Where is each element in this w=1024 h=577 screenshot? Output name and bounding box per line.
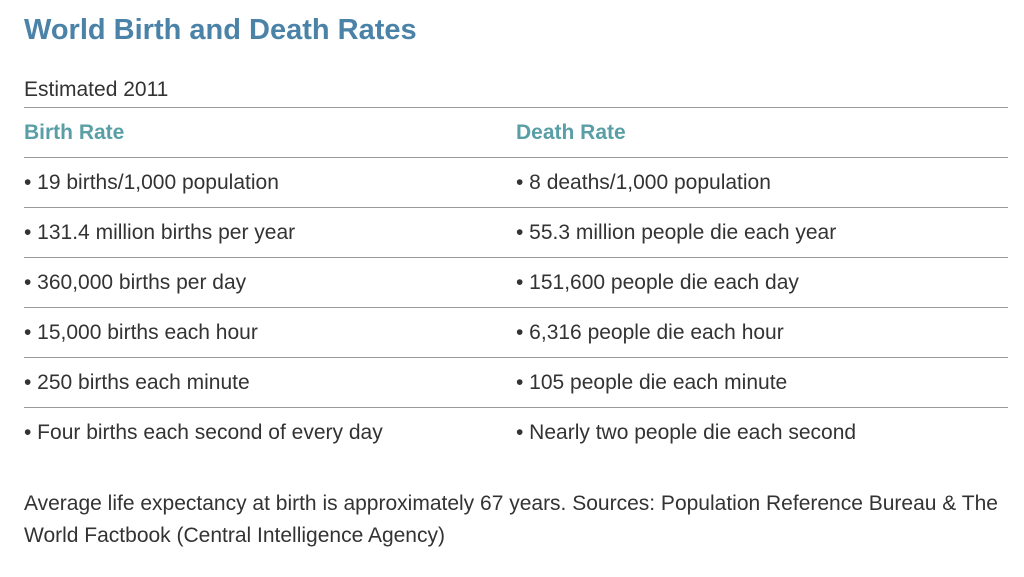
table-header-row: Birth Rate Death Rate: [24, 107, 1008, 158]
footnote: Average life expectancy at birth is appr…: [24, 492, 998, 547]
birth-rate-cell: • 131.4 million births per year: [24, 207, 516, 258]
birth-rate-cell: • 360,000 births per day: [24, 257, 516, 308]
death-rate-cell: • 6,316 people die each hour: [516, 307, 1008, 358]
birth-rate-cell: • Four births each second of every day: [24, 407, 516, 457]
death-rate-cell: • Nearly two people die each second: [516, 407, 1008, 457]
birth-rate-cell: • 15,000 births each hour: [24, 307, 516, 358]
table-row: • Four births each second of every day •…: [24, 407, 1008, 457]
birth-rate-cell: • 250 births each minute: [24, 357, 516, 408]
column-header-death-rate: Death Rate: [516, 107, 1008, 158]
column-header-birth-rate: Birth Rate: [24, 107, 516, 158]
death-rate-cell: • 105 people die each minute: [516, 357, 1008, 408]
table-row: • 15,000 births each hour • 6,316 people…: [24, 307, 1008, 358]
death-rate-cell: • 151,600 people die each day: [516, 257, 1008, 308]
table-row: • 131.4 million births per year • 55.3 m…: [24, 207, 1008, 258]
death-rate-cell: • 8 deaths/1,000 population: [516, 157, 1008, 208]
table-row: • 19 births/1,000 population • 8 deaths/…: [24, 157, 1008, 208]
birth-rate-cell: • 19 births/1,000 population: [24, 157, 516, 208]
page-title: World Birth and Death Rates: [24, 14, 417, 46]
table-row: • 250 births each minute • 105 people di…: [24, 357, 1008, 408]
table-caption: Estimated 2011: [24, 78, 169, 101]
table-row: • 360,000 births per day • 151,600 peopl…: [24, 257, 1008, 308]
death-rate-cell: • 55.3 million people die each year: [516, 207, 1008, 258]
rates-table: Birth Rate Death Rate • 19 births/1,000 …: [24, 107, 1008, 457]
